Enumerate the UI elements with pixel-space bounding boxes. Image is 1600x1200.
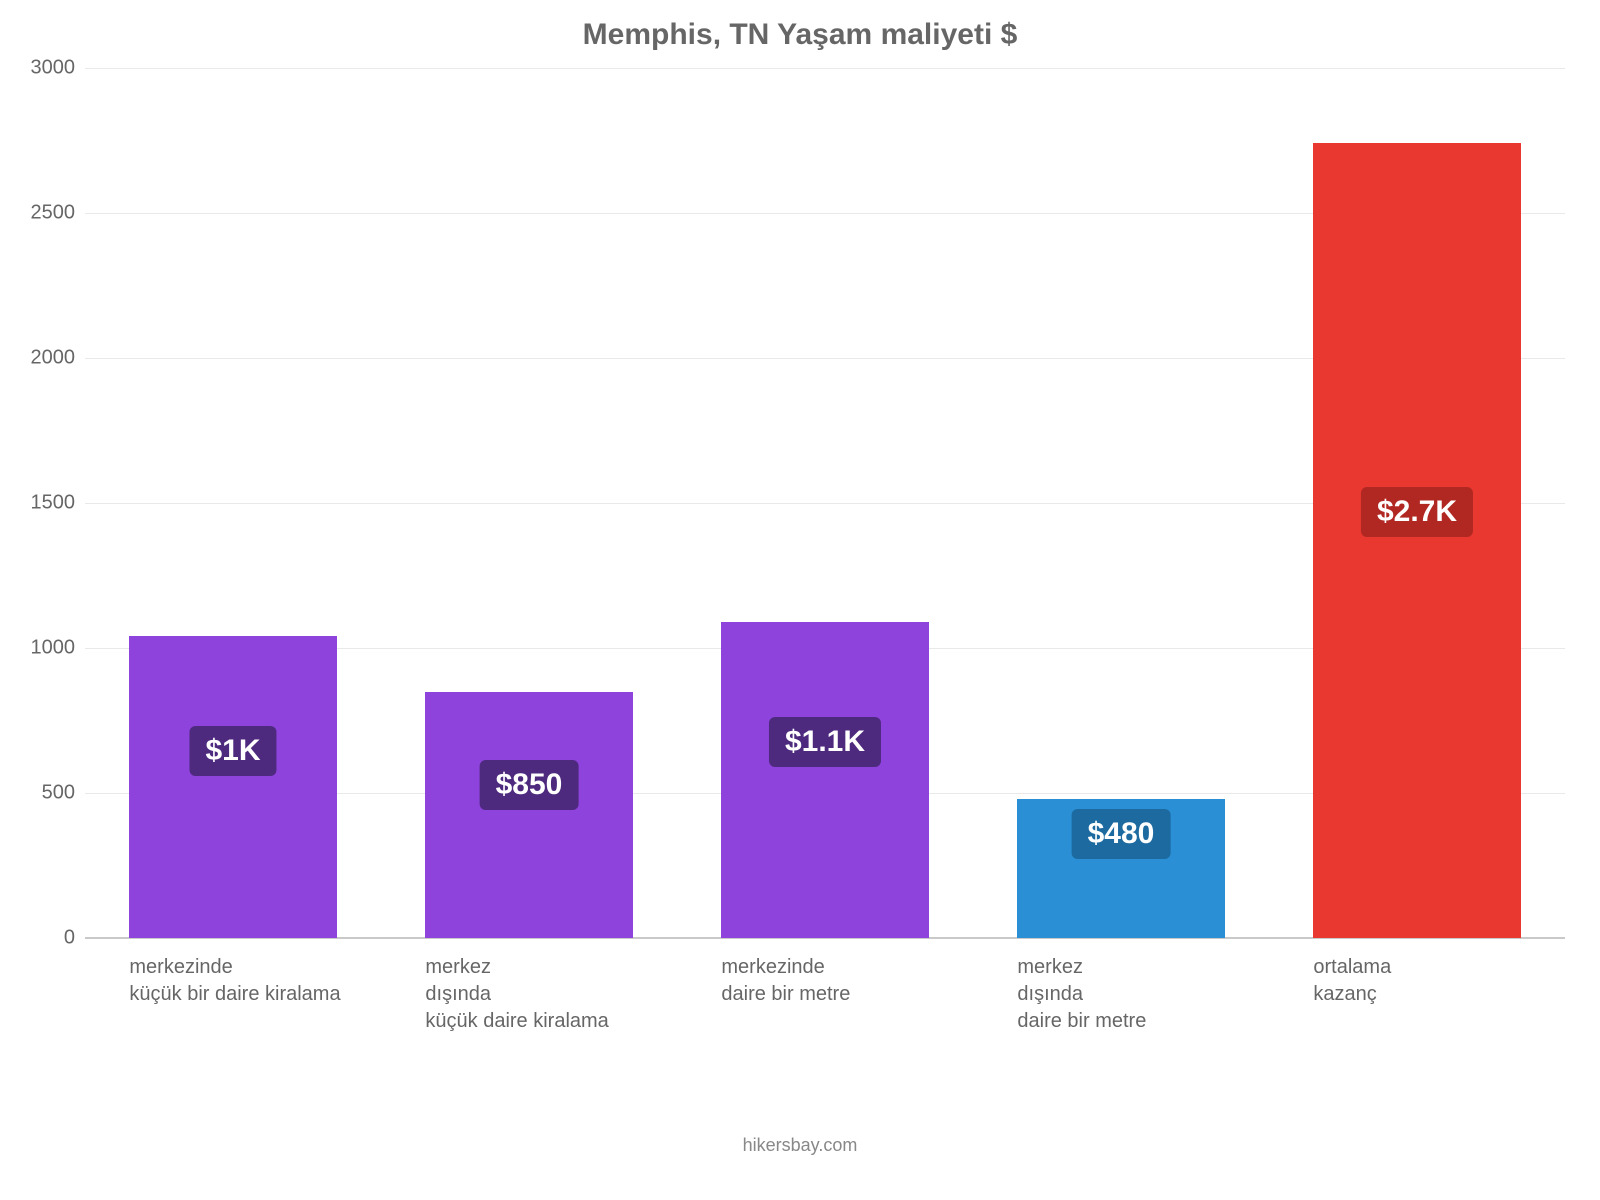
bar-value-label: $850 bbox=[480, 760, 579, 810]
y-tick-label: 500 bbox=[15, 782, 75, 805]
chart-title: Memphis, TN Yaşam maliyeti $ bbox=[0, 18, 1600, 52]
y-tick-label: 3000 bbox=[15, 57, 75, 80]
y-tick-label: 0 bbox=[15, 927, 75, 950]
gridline bbox=[85, 68, 1565, 69]
bar-value-label: $1K bbox=[189, 726, 276, 776]
bar bbox=[129, 636, 336, 938]
bar bbox=[1313, 143, 1520, 938]
y-tick-label: 1000 bbox=[15, 637, 75, 660]
y-tick-label: 1500 bbox=[15, 492, 75, 515]
y-tick-label: 2500 bbox=[15, 202, 75, 225]
x-category-label: ortalama kazanç bbox=[1313, 954, 1391, 1008]
bar-value-label: $2.7K bbox=[1361, 487, 1473, 537]
bar-value-label: $1.1K bbox=[769, 717, 881, 767]
y-tick-label: 2000 bbox=[15, 347, 75, 370]
credit-text: hikersbay.com bbox=[0, 1135, 1600, 1156]
x-category-label: merkezinde daire bir metre bbox=[721, 954, 850, 1008]
bar bbox=[721, 622, 928, 938]
plot-area: 050010001500200025003000$1Kmerkezinde kü… bbox=[85, 68, 1565, 938]
bar-value-label: $480 bbox=[1072, 809, 1171, 859]
bar bbox=[425, 692, 632, 939]
x-category-label: merkezinde küçük bir daire kiralama bbox=[129, 954, 340, 1008]
x-category-label: merkez dışında daire bir metre bbox=[1017, 954, 1146, 1035]
x-category-label: merkez dışında küçük daire kiralama bbox=[425, 954, 608, 1035]
cost-of-living-chart: Memphis, TN Yaşam maliyeti $ 05001000150… bbox=[0, 0, 1600, 1200]
